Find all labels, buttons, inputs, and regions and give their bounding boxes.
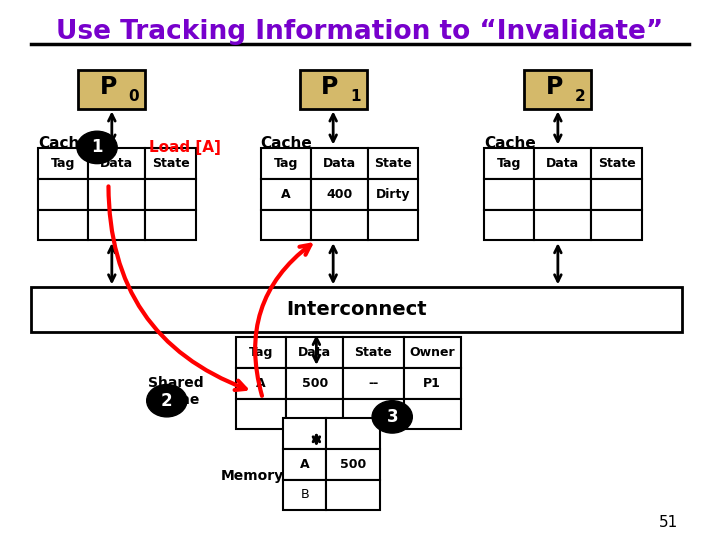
- Text: Tag: Tag: [497, 157, 521, 170]
- FancyBboxPatch shape: [326, 480, 380, 510]
- Text: Use Tracking Information to “Invalidate”: Use Tracking Information to “Invalidate”: [56, 19, 664, 45]
- FancyBboxPatch shape: [311, 210, 368, 240]
- FancyBboxPatch shape: [283, 418, 326, 449]
- FancyBboxPatch shape: [89, 148, 145, 179]
- FancyBboxPatch shape: [145, 179, 196, 210]
- FancyBboxPatch shape: [145, 210, 196, 240]
- Text: P1: P1: [423, 376, 441, 390]
- Text: 2: 2: [575, 89, 585, 104]
- FancyBboxPatch shape: [89, 179, 145, 210]
- Text: Dirty: Dirty: [376, 187, 410, 201]
- Text: 3: 3: [387, 408, 398, 426]
- Text: 400: 400: [326, 187, 353, 201]
- Text: Data: Data: [100, 157, 133, 170]
- FancyBboxPatch shape: [300, 70, 366, 109]
- Text: A: A: [300, 457, 310, 471]
- FancyBboxPatch shape: [89, 210, 145, 240]
- FancyBboxPatch shape: [484, 148, 534, 179]
- Text: Owner: Owner: [409, 346, 455, 359]
- FancyBboxPatch shape: [38, 179, 89, 210]
- Text: 0: 0: [129, 89, 139, 104]
- FancyBboxPatch shape: [343, 399, 404, 429]
- FancyBboxPatch shape: [368, 179, 418, 210]
- FancyBboxPatch shape: [484, 210, 534, 240]
- FancyBboxPatch shape: [261, 179, 311, 210]
- Text: Tag: Tag: [274, 157, 298, 170]
- Text: Data: Data: [546, 157, 580, 170]
- Text: Interconnect: Interconnect: [287, 300, 427, 319]
- FancyBboxPatch shape: [534, 210, 591, 240]
- Text: State: State: [374, 157, 412, 170]
- FancyBboxPatch shape: [38, 210, 89, 240]
- Text: 51: 51: [660, 515, 679, 530]
- Text: Data: Data: [298, 346, 331, 359]
- Circle shape: [372, 401, 413, 433]
- FancyBboxPatch shape: [343, 337, 404, 368]
- Text: State: State: [598, 157, 636, 170]
- FancyBboxPatch shape: [524, 70, 591, 109]
- Text: A: A: [281, 187, 291, 201]
- Text: Cache: Cache: [261, 136, 312, 151]
- Text: 2: 2: [161, 392, 173, 410]
- Text: Load [A]: Load [A]: [149, 140, 220, 155]
- FancyBboxPatch shape: [404, 399, 461, 429]
- FancyBboxPatch shape: [283, 449, 326, 480]
- FancyBboxPatch shape: [311, 179, 368, 210]
- Text: B: B: [300, 488, 309, 502]
- Text: P: P: [321, 75, 338, 99]
- FancyArrowPatch shape: [109, 186, 246, 390]
- FancyBboxPatch shape: [78, 70, 145, 109]
- FancyArrowPatch shape: [255, 245, 310, 396]
- Text: P: P: [100, 75, 117, 99]
- FancyBboxPatch shape: [591, 148, 642, 179]
- FancyBboxPatch shape: [326, 418, 380, 449]
- FancyBboxPatch shape: [343, 368, 404, 399]
- FancyBboxPatch shape: [38, 148, 89, 179]
- FancyBboxPatch shape: [287, 337, 343, 368]
- Text: --: --: [369, 376, 379, 390]
- Text: 1: 1: [350, 89, 361, 104]
- Text: Cache: Cache: [38, 136, 90, 151]
- FancyBboxPatch shape: [484, 179, 534, 210]
- FancyBboxPatch shape: [287, 399, 343, 429]
- FancyBboxPatch shape: [287, 368, 343, 399]
- FancyBboxPatch shape: [368, 148, 418, 179]
- Text: Memory: Memory: [221, 469, 284, 483]
- Text: Cache: Cache: [484, 136, 536, 151]
- FancyBboxPatch shape: [404, 368, 461, 399]
- Text: Data: Data: [323, 157, 356, 170]
- FancyBboxPatch shape: [236, 399, 287, 429]
- Text: Shared
Cache: Shared Cache: [148, 376, 203, 407]
- FancyBboxPatch shape: [32, 287, 682, 332]
- FancyBboxPatch shape: [311, 148, 368, 179]
- FancyBboxPatch shape: [591, 210, 642, 240]
- Text: 1: 1: [91, 138, 103, 157]
- Text: 500: 500: [302, 376, 328, 390]
- FancyBboxPatch shape: [236, 368, 287, 399]
- Circle shape: [147, 384, 187, 417]
- Text: A: A: [256, 376, 266, 390]
- Text: P: P: [546, 75, 563, 99]
- FancyBboxPatch shape: [326, 449, 380, 480]
- FancyBboxPatch shape: [404, 337, 461, 368]
- Circle shape: [77, 131, 117, 164]
- Text: Tag: Tag: [249, 346, 274, 359]
- Text: 500: 500: [340, 457, 366, 471]
- FancyBboxPatch shape: [368, 210, 418, 240]
- FancyBboxPatch shape: [534, 179, 591, 210]
- FancyBboxPatch shape: [145, 148, 196, 179]
- FancyBboxPatch shape: [261, 210, 311, 240]
- FancyBboxPatch shape: [591, 179, 642, 210]
- Text: State: State: [152, 157, 189, 170]
- FancyBboxPatch shape: [261, 148, 311, 179]
- FancyBboxPatch shape: [236, 337, 287, 368]
- Text: Tag: Tag: [51, 157, 76, 170]
- FancyBboxPatch shape: [283, 480, 326, 510]
- Text: State: State: [354, 346, 392, 359]
- FancyBboxPatch shape: [534, 148, 591, 179]
